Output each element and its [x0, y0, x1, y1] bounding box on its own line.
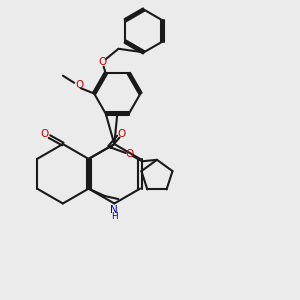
Text: O: O: [40, 129, 48, 139]
Text: O: O: [98, 57, 106, 67]
Text: O: O: [117, 129, 125, 139]
Text: O: O: [75, 80, 83, 90]
Text: H: H: [111, 212, 118, 221]
Text: N: N: [110, 205, 118, 215]
Text: O: O: [125, 149, 134, 160]
